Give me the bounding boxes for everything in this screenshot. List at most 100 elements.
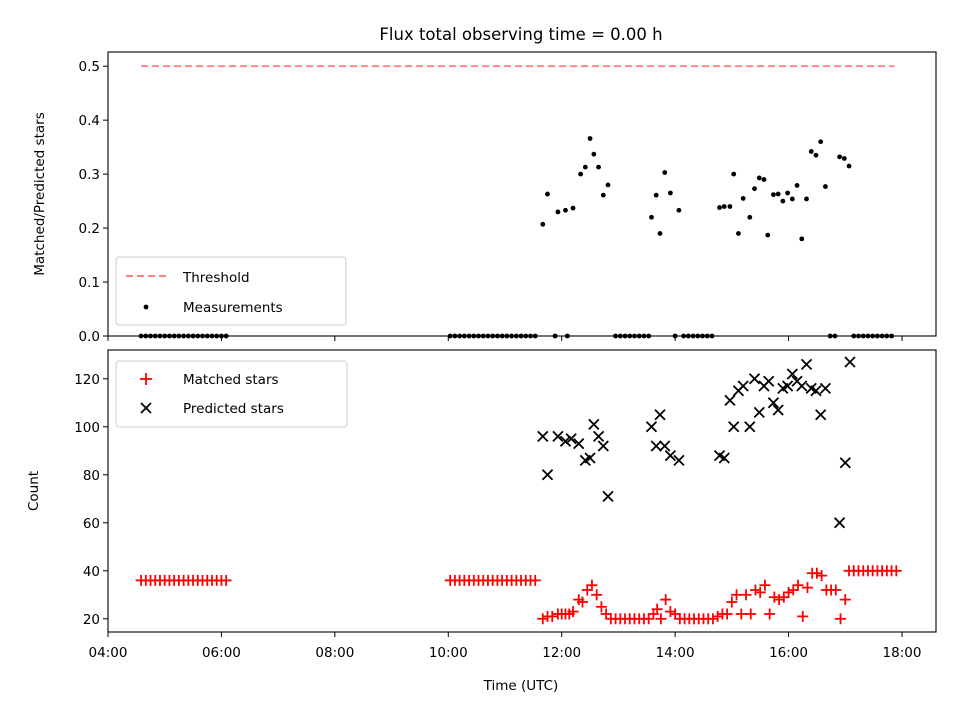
matched-stars-point [576,596,588,608]
measurement-point [813,152,819,158]
matched-stars-point [764,608,776,620]
chart-title: Flux total observing time = 0.00 h [379,25,662,44]
top-axes-frame [107,51,937,337]
predicted-stars-point [728,421,740,433]
measurement-point [570,205,576,211]
predicted-stars-point [654,409,666,421]
predicted-stars-point [584,452,596,464]
legend-measurements-swatch [143,304,149,310]
matched-stars-point [759,579,771,591]
measurement-point [775,191,781,197]
measurement-point [808,149,814,154]
measurement-point [653,192,659,198]
predicted-stars-point [839,457,851,469]
legend-matched-label: Matched stars [183,372,279,388]
predicted-stars-point [800,358,813,371]
predicted-stars-point [763,375,775,387]
predicted-stars-point [737,380,749,392]
matched-stars-point [529,574,541,586]
matched-stars-point [792,579,804,591]
bottom-legend-box [115,360,348,428]
predicted-stars-point [650,440,662,452]
measurement-point [841,156,847,161]
matched-stars-point [797,610,809,622]
predicted-stars-point [659,440,671,452]
y-tick-label: 60 [83,516,100,532]
matched-stars-point [726,596,738,608]
measurement-point [771,192,776,198]
measurement-point [818,139,824,145]
matched-stars-point [600,608,612,620]
predicted-stars-point [602,490,614,503]
measurement-point [717,205,722,210]
matched-stars-point [581,584,593,596]
matched-stars-point [839,594,851,606]
x-tick-label: 06:00 [202,645,241,661]
matched-stars-point [773,594,785,606]
matched-stars-point [745,608,757,620]
x-tick-label: 10:00 [429,645,468,661]
x-tick-label: 12:00 [542,645,581,661]
y-axis-label-count: Count [26,471,42,511]
bottom-legend: Matched stars Predicted stars [115,360,348,428]
predicted-stars-point [559,435,572,447]
top-legend-box [115,256,347,326]
y-tick-label: 0.2 [79,221,100,237]
matched-stars-point [546,610,558,622]
measurement-point [727,204,733,209]
measurement-point [761,177,767,182]
measurement-point [545,191,550,197]
measurement-point [555,209,561,215]
matched-stars-point [787,584,799,596]
predicted-stars-point [844,356,856,368]
legend-predicted-label: Predicted stars [183,401,284,417]
predicted-stars-point [748,373,761,385]
predicted-stars-point [772,404,784,416]
predicted-stars-point [645,421,658,433]
matched-stars-point [816,570,828,582]
x-tick-label: 04:00 [89,645,128,661]
measurement-point [605,182,611,188]
measurement-point [587,136,593,141]
predicted-stars-point [796,380,808,392]
legend-matched-swatch [140,373,152,385]
measurement-point [657,231,663,236]
matched-stars-point [586,579,598,591]
matched-stars-point [655,613,667,625]
bottom-plot-area [135,356,902,625]
matched-stars-point [660,594,672,606]
matched-stars-point [783,586,795,598]
x-axis-label-time: Time (UTC) [483,678,559,694]
predicted-stars-point [588,418,600,431]
predicted-stars-point [541,469,554,481]
legend-measurements-label: Measurements [183,300,283,316]
y-axis-label-ratio: Matched/Predicted stars [32,112,48,275]
predicted-stars-point [786,368,798,380]
measurement-point [780,198,786,204]
measurement-point [837,154,842,160]
predicted-stars-point [724,394,736,407]
matched-stars-point [721,608,733,620]
predicted-stars-point [718,452,730,464]
matched-stars-point [643,613,655,625]
top-panel: Flux total observing time = 0.00 h Match… [32,25,937,345]
matched-stars-point [735,608,747,620]
matched-stars-point [669,608,681,620]
predicted-stars-point [819,382,832,395]
predicted-stars-point [781,380,794,392]
matched-stars-point [731,589,743,601]
y-tick-label: 0.1 [79,275,100,291]
measurement-point [540,221,546,227]
predicted-stars-point [565,433,577,445]
x-tick-label: 08:00 [315,645,354,661]
predicted-stars-point [753,406,765,419]
predicted-stars-point [673,454,685,467]
bottom-axis-ticks: 20 40 60 80 100 120 04:00 06:00 08:00 10:00 12:00 1… [74,372,921,661]
measurement-point [846,163,852,169]
measurement-point [649,214,654,220]
matched-stars-point [835,613,847,625]
measurement-point [756,175,762,181]
matched-stars-point [754,586,766,598]
y-tick-label: 40 [83,564,100,580]
x-tick-label: 16:00 [769,645,808,661]
